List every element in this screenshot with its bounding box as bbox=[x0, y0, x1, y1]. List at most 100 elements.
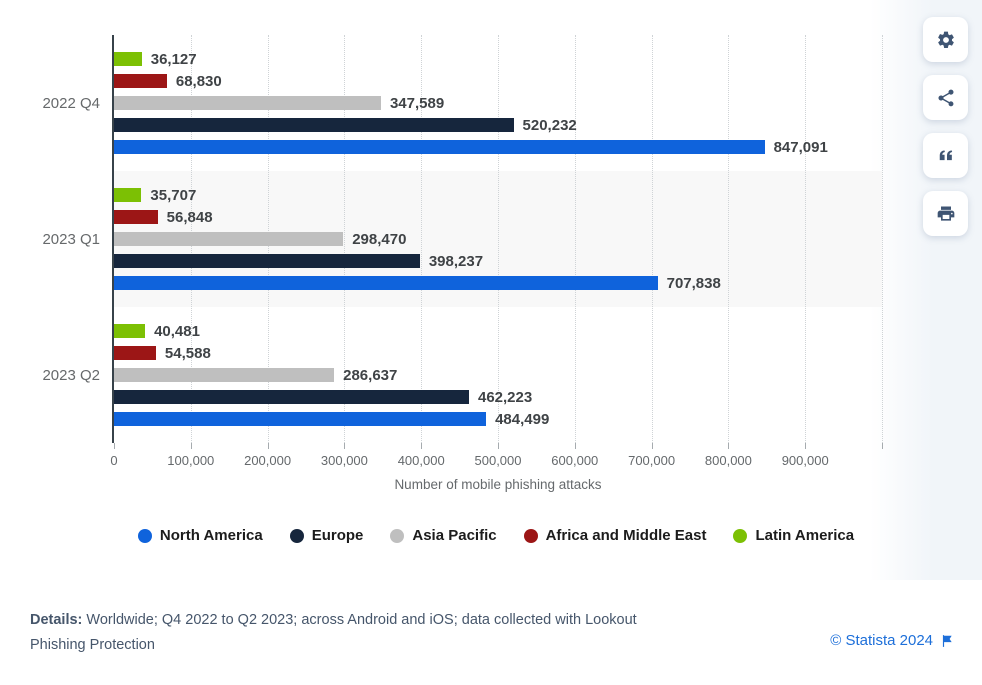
bar-africa-and-middle-east bbox=[114, 346, 156, 360]
bar-group-2023-q1: 35,707 56,848 298,470 398,237 707,838 bbox=[114, 171, 882, 307]
legend-item-north-america: North America bbox=[137, 527, 263, 544]
bar-line: 54,588 bbox=[114, 345, 882, 362]
bar-north-america bbox=[114, 140, 765, 154]
bar-value-label: 56,848 bbox=[166, 208, 213, 226]
x-axis-tick-label: 400,000 bbox=[397, 453, 445, 468]
flag-icon bbox=[940, 633, 954, 649]
x-axis-tick bbox=[421, 443, 423, 449]
bar-value-label: 707,838 bbox=[666, 274, 721, 292]
bar-value-label: 347,589 bbox=[389, 94, 445, 112]
printer-icon bbox=[936, 204, 956, 224]
quote-icon bbox=[936, 146, 956, 166]
bar-value-label: 462,223 bbox=[477, 388, 533, 406]
x-axis-tick-label: 0 bbox=[110, 453, 118, 468]
gridline bbox=[344, 35, 346, 443]
legend: North America Europe Asia Pacific Africa an… bbox=[112, 527, 880, 544]
plot-area: 36,127 68,830 347,589 520,232 847,091 2022 Q4… bbox=[42, 35, 883, 492]
bar-line: 520,232 bbox=[114, 117, 882, 134]
bar-latin-america bbox=[114, 52, 142, 66]
x-axis-tick-label: 600,000 bbox=[551, 453, 599, 468]
x-axis-tick-label: 700,000 bbox=[628, 453, 676, 468]
bar-line: 40,481 bbox=[114, 322, 882, 340]
bar-line: 298,470 bbox=[114, 230, 882, 248]
bar-europe bbox=[114, 254, 420, 268]
gridline bbox=[882, 35, 883, 443]
details-label: Details: bbox=[30, 612, 83, 628]
gridline bbox=[421, 35, 423, 443]
legend-item-asia-pacific: Asia Pacific bbox=[390, 527, 497, 544]
x-axis-tick bbox=[728, 443, 730, 449]
bar-north-america bbox=[114, 412, 487, 426]
statista-copyright-link[interactable]: © Statista 2024 bbox=[830, 632, 954, 649]
footer: Details: Worldwide; Q4 2022 to Q2 2023; … bbox=[30, 608, 954, 658]
x-axis-tick-label: 500,000 bbox=[474, 453, 522, 468]
x-axis-tick-label: 300,000 bbox=[320, 453, 368, 468]
bar-value-label: 36,127 bbox=[150, 50, 197, 68]
legend-dot bbox=[289, 528, 304, 543]
gridline bbox=[728, 35, 730, 443]
bar-value-label: 484,499 bbox=[495, 410, 550, 428]
bar-value-label: 286,637 bbox=[343, 366, 398, 384]
bar-africa-and-middle-east bbox=[114, 210, 158, 224]
category-label: 2022 Q4 bbox=[42, 94, 100, 112]
print-button[interactable] bbox=[923, 191, 968, 236]
x-axis-tick bbox=[498, 443, 499, 449]
x-axis-tick bbox=[267, 443, 269, 449]
gear-icon bbox=[936, 30, 956, 50]
bar-europe bbox=[114, 118, 514, 132]
bar-line: 398,237 bbox=[114, 253, 882, 270]
x-axis-tick bbox=[190, 443, 192, 449]
bar-latin-america bbox=[114, 188, 142, 202]
x-axis-title: Number of mobile phishing attacks bbox=[394, 477, 602, 492]
bar-africa-and-middle-east bbox=[114, 74, 167, 88]
bar-line: 707,838 bbox=[114, 274, 882, 292]
bar-line: 847,091 bbox=[114, 138, 882, 156]
bar-value-label: 35,707 bbox=[150, 186, 197, 204]
legend-label: Asia Pacific bbox=[412, 527, 497, 544]
bar-value-label: 298,470 bbox=[352, 230, 407, 248]
bar-europe bbox=[114, 390, 469, 404]
bar-line: 347,589 bbox=[114, 94, 882, 112]
bar-group-2023-q2: 40,481 54,588 286,637 462,223 484,499 bbox=[114, 307, 882, 443]
x-axis-tick bbox=[805, 443, 807, 449]
bar-line: 462,223 bbox=[114, 388, 882, 406]
details-text: Details: Worldwide; Q4 2022 to Q2 2023; … bbox=[30, 612, 637, 653]
gridline bbox=[498, 35, 499, 443]
bar-value-label: 40,481 bbox=[154, 322, 200, 340]
x-axis-tick bbox=[651, 443, 653, 449]
bar-line: 35,707 bbox=[114, 186, 882, 204]
gridline bbox=[651, 35, 653, 443]
category-label: 2023 Q2 bbox=[42, 366, 100, 384]
bar-value-label: 847,091 bbox=[773, 138, 828, 156]
bar-north-america bbox=[114, 276, 658, 290]
category-label: 2023 Q1 bbox=[42, 230, 100, 248]
x-axis-tick-label: 100,000 bbox=[167, 453, 215, 468]
cite-button[interactable] bbox=[923, 133, 968, 178]
share-button[interactable] bbox=[923, 75, 968, 120]
x-axis-tick bbox=[114, 443, 115, 449]
legend-dot bbox=[523, 528, 538, 543]
bar-latin-america bbox=[114, 324, 146, 338]
x-axis-tick bbox=[344, 443, 346, 449]
legend-label: North America bbox=[159, 527, 263, 544]
x-axis-tick bbox=[574, 443, 576, 449]
bar-line: 56,848 bbox=[114, 208, 882, 226]
gridline bbox=[574, 35, 576, 443]
legend-dot bbox=[137, 528, 152, 543]
legend-item-latin-america: Latin America bbox=[733, 527, 854, 544]
bar-asia-pacific bbox=[114, 96, 381, 110]
x-axis-tick bbox=[882, 443, 883, 449]
toolbar bbox=[923, 17, 968, 236]
legend-label: Africa and Middle East bbox=[545, 527, 707, 544]
x-axis-tick-label: 200,000 bbox=[244, 453, 292, 468]
bar-value-label: 68,830 bbox=[175, 72, 222, 90]
share-icon bbox=[936, 88, 956, 108]
gridline bbox=[805, 35, 807, 443]
legend-item-europe: Europe bbox=[289, 527, 363, 544]
bar-asia-pacific bbox=[114, 368, 335, 382]
copyright-text: © Statista 2024 bbox=[830, 632, 933, 649]
settings-button[interactable] bbox=[923, 17, 968, 62]
x-axis-tick-label: 800,000 bbox=[704, 453, 752, 468]
bar-line: 484,499 bbox=[114, 410, 882, 428]
